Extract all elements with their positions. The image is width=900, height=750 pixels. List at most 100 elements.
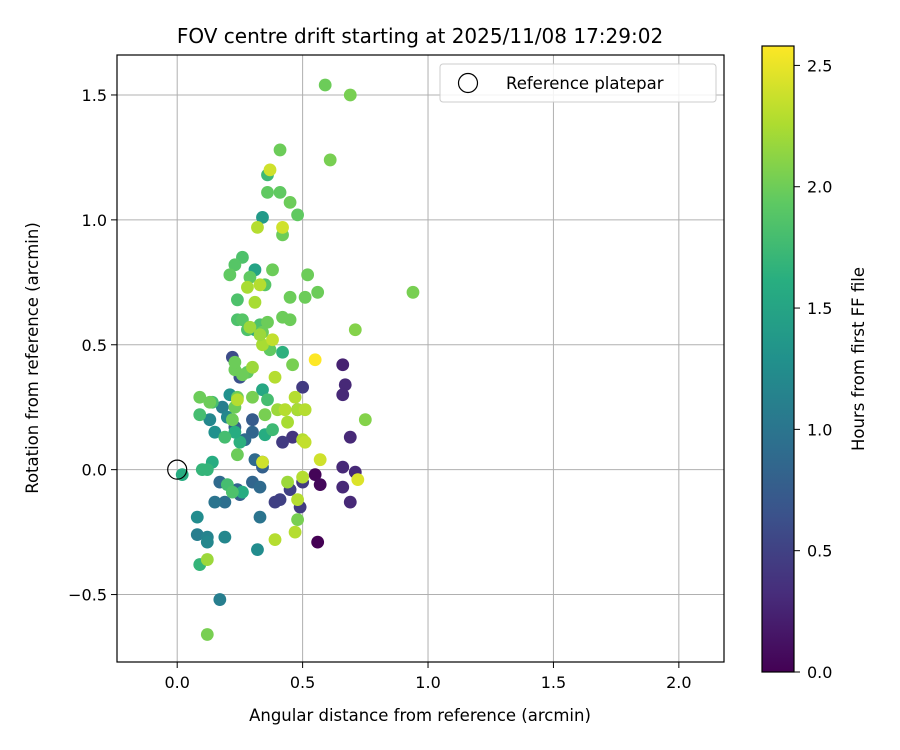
data-point: [283, 290, 297, 304]
colorbar-tick-label: 0.5: [807, 542, 832, 561]
data-point: [251, 220, 264, 234]
data-point: [230, 293, 244, 307]
data-point: [273, 185, 287, 199]
data-point: [281, 475, 294, 489]
y-axis-ticks: −0.5 0.0 0.5 1.0 1.5: [68, 86, 117, 605]
data-point: [200, 553, 214, 566]
y-tick-label: 1.0: [82, 211, 107, 230]
data-point: [336, 480, 350, 494]
data-point: [291, 513, 304, 527]
data-point: [338, 378, 352, 392]
data-point: [311, 535, 325, 549]
data-point: [291, 493, 304, 507]
data-point: [251, 543, 264, 556]
data-point: [225, 413, 239, 427]
data-point: [263, 163, 277, 177]
colorbar-tick-label: 2.0: [807, 178, 832, 197]
data-point: [343, 495, 357, 509]
data-point: [358, 413, 372, 427]
data-point: [195, 463, 209, 477]
data-point: [276, 220, 289, 234]
colorbar-tick-label: 1.5: [807, 299, 832, 318]
colorbar-ticks: 0.0 0.5 1.0 1.5 2.0 2.5: [794, 56, 832, 682]
data-point: [351, 473, 365, 487]
data-point: [313, 478, 327, 492]
x-tick-label: 0.5: [290, 673, 315, 692]
grid-lines: [117, 55, 724, 662]
colorbar: 0.0 0.5 1.0 1.5 2.0 2.5 Hours from first FF f…: [761, 45, 868, 682]
data-point: [291, 208, 304, 222]
data-point: [230, 393, 244, 407]
data-point: [268, 495, 282, 509]
data-point: [336, 388, 350, 402]
data-point: [215, 400, 229, 414]
data-point: [261, 393, 274, 407]
data-point: [266, 333, 279, 347]
y-tick-label: 1.5: [82, 86, 107, 105]
data-point: [243, 320, 257, 334]
colorbar-tick-label: 1.0: [807, 420, 832, 439]
colorbar-tick-label: 0.0: [807, 663, 832, 682]
y-tick-label: 0.0: [82, 461, 107, 480]
data-point: [253, 328, 267, 342]
data-point: [246, 413, 259, 427]
data-point: [318, 78, 332, 92]
data-point: [246, 390, 259, 404]
data-point: [253, 480, 267, 494]
data-point: [256, 383, 269, 397]
data-point: [193, 408, 207, 422]
data-point: [218, 530, 232, 544]
data-point: [276, 345, 289, 359]
colorbar-tick-label: 2.5: [807, 56, 832, 75]
data-point: [203, 395, 217, 409]
data-point: [273, 143, 287, 157]
data-point: [281, 415, 294, 429]
chart-title: FOV centre drift starting at 2025/11/08 …: [177, 24, 663, 48]
data-point: [261, 315, 274, 329]
data-point: [301, 268, 315, 282]
data-point: [288, 390, 302, 404]
data-point: [296, 380, 310, 394]
data-point: [228, 355, 242, 369]
data-point: [208, 425, 222, 439]
data-point: [256, 455, 269, 469]
data-point: [175, 468, 189, 482]
data-point: [278, 403, 292, 417]
data-point: [246, 360, 259, 374]
data-point: [288, 525, 302, 539]
x-tick-label: 1.0: [415, 673, 440, 692]
colorbar-gradient: [762, 46, 794, 672]
data-point: [233, 435, 247, 449]
data-point: [193, 390, 207, 404]
y-tick-label: 0.5: [82, 336, 107, 355]
data-point: [213, 593, 227, 606]
data-point: [276, 435, 289, 449]
data-point: [190, 528, 204, 542]
data-point: [343, 430, 357, 444]
data-point: [228, 425, 242, 439]
data-point: [283, 313, 297, 327]
data-point: [266, 263, 279, 277]
legend-box: [439, 63, 717, 103]
data-point: [228, 258, 242, 272]
data-point: [243, 270, 257, 284]
data-point: [268, 533, 282, 547]
x-tick-label: 2.0: [666, 673, 691, 692]
data-point: [313, 453, 327, 467]
data-point: [248, 295, 262, 309]
data-point: [261, 185, 274, 199]
data-point: [336, 358, 350, 372]
x-axis-ticks: 0.0 0.5 1.0 1.5 2.0: [164, 662, 692, 692]
data-point: [298, 403, 312, 417]
data-point: [203, 413, 217, 427]
data-point: [253, 278, 267, 292]
data-point: [308, 353, 322, 367]
colorbar-frame: [761, 45, 795, 673]
data-point: [311, 285, 325, 299]
data-point: [225, 485, 239, 499]
data-point: [268, 370, 282, 384]
data-point: [323, 153, 337, 167]
x-tick-label: 0.0: [164, 673, 189, 692]
data-point: [218, 495, 232, 509]
